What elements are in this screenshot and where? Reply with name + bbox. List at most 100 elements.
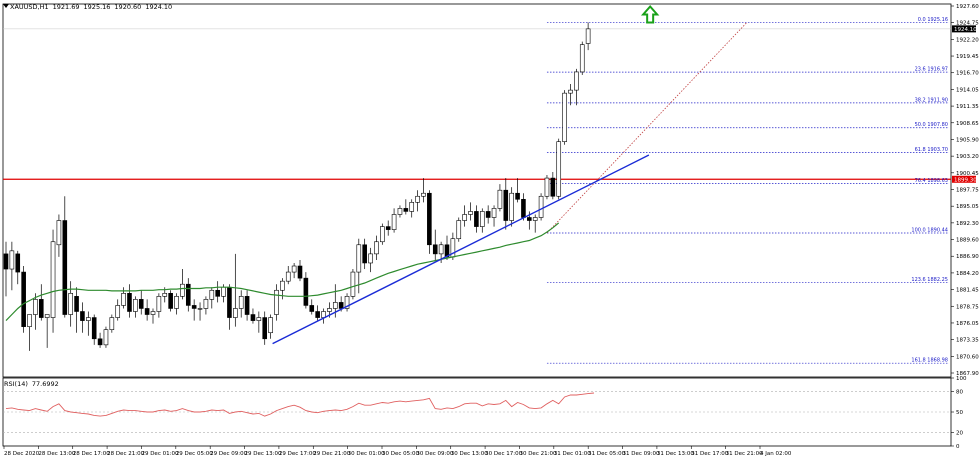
candle-bull [538,195,544,218]
candle-bull [150,311,156,315]
candle-bull [156,296,162,312]
candle-bear [138,299,144,309]
candle-bear [503,189,509,221]
candle-bear [97,338,103,346]
candle-bear [185,283,191,306]
candle-bear [550,177,556,197]
candle-bull [562,92,567,142]
candle-bull [356,244,362,273]
candle-bull [468,211,473,215]
candle-bear [3,253,9,270]
price-tag-label: 1899.30 [954,177,977,183]
candle-bear [250,314,256,321]
price-axis-label: 1919.45 [956,54,979,60]
candle-bear [474,211,479,227]
price-axis-label: 1881.45 [956,288,979,294]
candle-bear [21,271,26,327]
price-tag [952,175,976,183]
time-axis-label: 28 Dec 17:00 [73,451,110,457]
time-axis-label: 30 Dec 17:00 [485,451,522,457]
time-axis-label: 30 Dec 05:00 [382,451,419,457]
candle-bear [309,305,315,312]
price-axis-label: 1889.60 [956,238,979,244]
candle-bull [133,299,138,312]
candle-bull [162,293,168,297]
rsi-label: RSI(14) [4,380,28,388]
candle-bull [409,202,415,212]
candle-bear [38,299,44,318]
price-axis-label: 1886.90 [956,254,979,260]
candle-bull [368,253,373,264]
candle-bull [291,265,297,273]
fib-level-label: 123.6 1882.25 [911,277,948,283]
price-axis-label: 1878.75 [956,304,979,310]
candle-bull [174,296,179,309]
candle-bull [497,189,503,209]
candle-bull [332,302,338,309]
price-axis-label: 1916.70 [956,71,979,77]
candle-bear [62,220,68,315]
candle-bear [144,308,150,315]
time-axis-label: 30 Dec 21:00 [519,451,556,457]
time-axis-label: 31 Dec 13:00 [657,451,694,457]
candle-bull [180,283,185,297]
candle-bull [33,299,38,315]
candle-bull [327,308,332,312]
time-axis-label: 31 Dec 01:00 [554,451,591,457]
candle-bear [385,226,391,230]
candle-bull [238,296,244,309]
candle-bull [415,195,420,203]
candle-bull [491,208,497,218]
trendline [272,154,650,345]
rsi-axis-label: 50 [956,410,963,416]
time-axis-label: 28 Dec 13:00 [38,451,75,457]
rsi-axis-label: 0 [956,444,960,450]
price-axis-label: 1884.20 [956,271,979,277]
price-axis-label: 1924.75 [956,21,979,27]
candle-bull [103,329,109,346]
candle-bull [50,241,56,318]
price-axis-label: 1911.35 [956,104,979,110]
fib-level-label: 61.8 1903.70 [915,147,948,153]
candle-bull [579,44,585,73]
candle-bull [509,192,514,221]
fib-level-label: 23.6 1916.97 [915,67,948,73]
candle-bear [521,198,526,218]
candle-bull [391,214,397,230]
price-axis-label: 1892.30 [956,221,979,227]
candle-bull [438,244,444,255]
dropdown-triangle-icon[interactable] [3,4,9,8]
time-axis-label: 29 Dec 05:00 [176,451,213,457]
candle-bull [479,211,485,227]
candle-bull [556,141,562,197]
price-axis-label: 1873.35 [956,338,979,344]
time-axis-label: 29 Dec 09:00 [210,451,247,457]
time-axis-label: 31 Dec 21:00 [726,451,763,457]
time-axis-label: 31 Dec 05:00 [588,451,625,457]
candle-bull [209,289,215,300]
time-axis-label: 28 Dec 2020 [4,451,40,457]
candle-bear [297,265,303,279]
candle-bear [244,296,250,315]
time-axis-label: 29 Dec 01:00 [141,451,178,457]
fib-swing-line [546,22,748,234]
candle-bull [585,28,591,44]
price-axis-label: 1870.60 [956,354,979,360]
candle-bull [268,317,273,334]
candle-bull [256,317,262,321]
candle-bear [315,311,320,318]
candle-bear [15,253,21,273]
rsi-axis-label: 80 [956,390,963,396]
price-axis-label: 1867.90 [956,371,979,377]
candle-bear [527,217,532,221]
moving-average-line [5,222,560,322]
candle-bull [44,314,50,318]
candle-bear [262,317,268,340]
rsi-value: 77.6992 [31,380,59,388]
candle-bull [203,299,209,309]
candle-bear [168,293,173,309]
price-axis-label: 1903.20 [956,154,979,160]
time-axis-label: 29 Dec 21:00 [313,451,350,457]
candle-bull [344,296,350,309]
